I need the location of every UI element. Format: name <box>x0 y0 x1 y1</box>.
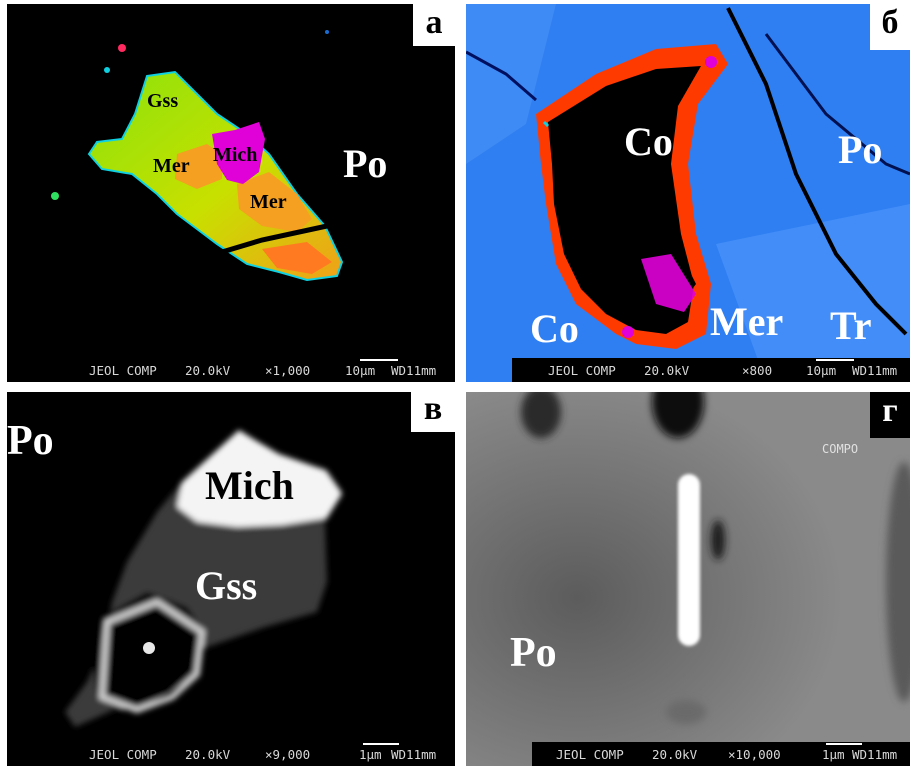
scale-value: 10μm <box>345 363 376 378</box>
working-distance: WD11mm <box>852 747 898 762</box>
panel-c: Po Mich Gss в JEOL COMP 20.0kV ×9,000 1μ… <box>7 392 455 766</box>
magnification: ×10,000 <box>728 747 781 762</box>
working-distance: WD11mm <box>391 363 437 378</box>
magnification: ×1,000 <box>265 363 311 378</box>
panel-letter-b: б <box>870 4 910 50</box>
detector: JEOL COMP <box>89 363 157 378</box>
scale-bar <box>826 743 862 745</box>
label-co-2: Co <box>530 306 579 351</box>
info-bar-d: JEOL COMP 20.0kV ×10,000 1μm WD11mm <box>532 742 910 766</box>
scale-bar <box>360 359 398 361</box>
label-po: Po <box>510 630 557 676</box>
label-po: Po <box>838 127 883 172</box>
panel-a-image <box>51 30 344 282</box>
info-bar-b: JEOL COMP 20.0kV ×800 10μm WD11mm <box>512 358 910 382</box>
panel-c-image <box>65 430 342 727</box>
magnification: ×9,000 <box>265 747 311 762</box>
scale-value: 1μm <box>359 747 382 762</box>
info-bar-a: JEOL COMP 20.0kV ×1,000 10μm WD11mm <box>7 358 455 382</box>
scale-value: 1μm <box>822 747 845 762</box>
label-mer-2: Mer <box>250 191 287 213</box>
voltage: 20.0kV <box>185 747 231 762</box>
panel-b-image <box>466 4 910 382</box>
panel-d-image <box>466 392 910 766</box>
label-gss: Gss <box>147 90 179 112</box>
voltage: 20.0kV <box>644 363 690 378</box>
scale-value: 10μm <box>806 363 837 378</box>
panel-a: Gss Mer Mich Mer Po а JEOL COMP 20.0kV ×… <box>7 4 455 382</box>
scale-bar <box>816 359 854 361</box>
label-mer-1: Mer <box>153 155 190 177</box>
label-po: Po <box>343 141 388 186</box>
working-distance: WD11mm <box>852 363 898 378</box>
panel-letter-a: а <box>413 4 455 46</box>
voltage: 20.0kV <box>652 747 698 762</box>
panel-d: COMPO Po г JEOL COMP 20.0kV ×10,000 1μm … <box>466 392 910 766</box>
label-po: Po <box>7 418 54 464</box>
label-gss: Gss <box>195 563 258 608</box>
working-distance: WD11mm <box>391 747 437 762</box>
label-mich: Mich <box>205 463 294 508</box>
label-tr: Tr <box>830 303 872 348</box>
magnification: ×800 <box>742 363 773 378</box>
scale-bar <box>363 743 399 745</box>
detector: JEOL COMP <box>556 747 624 762</box>
panel-letter-d: г <box>870 392 910 438</box>
detector: JEOL COMP <box>548 363 616 378</box>
detector: JEOL COMP <box>89 747 157 762</box>
label-mer: Mer <box>710 299 784 344</box>
info-bar-c: JEOL COMP 20.0kV ×9,000 1μm WD11mm <box>7 742 455 766</box>
label-co-1: Co <box>624 119 673 164</box>
panel-letter-c: в <box>411 392 455 432</box>
panel-b: Co Po Co Mer Tr б JEOL COMP 20.0kV ×800 … <box>466 4 910 382</box>
compo-label: COMPO <box>822 442 859 456</box>
label-mich: Mich <box>213 144 258 166</box>
voltage: 20.0kV <box>185 363 231 378</box>
